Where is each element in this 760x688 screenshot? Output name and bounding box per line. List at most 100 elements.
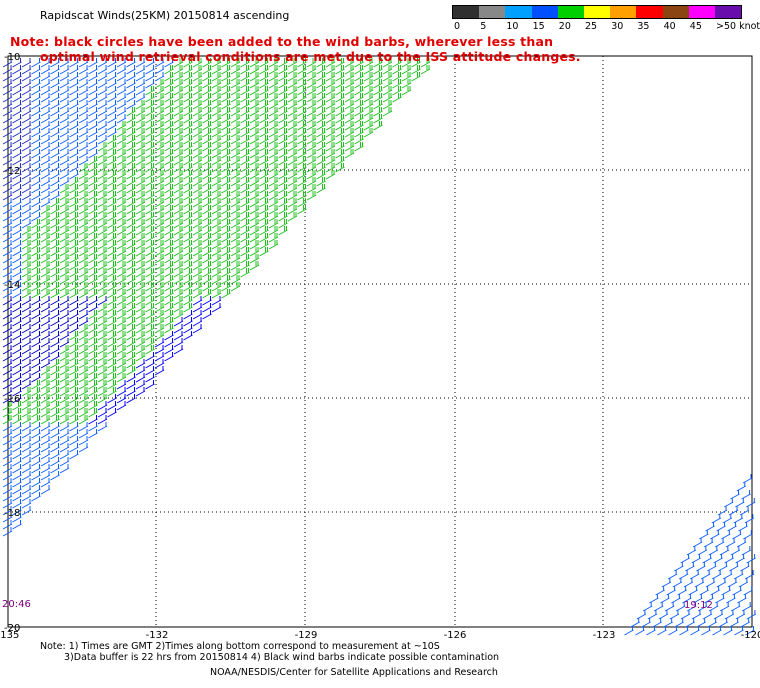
wind-barb <box>21 387 32 397</box>
wind-barb <box>240 254 250 264</box>
wind-barb <box>211 72 222 82</box>
wind-barb <box>40 275 51 285</box>
wind-barb <box>145 359 155 369</box>
wind-barb <box>31 310 41 320</box>
wind-barb <box>135 93 146 103</box>
wind-barb <box>740 562 750 572</box>
wind-barb <box>230 163 241 173</box>
wind-barb <box>59 79 70 89</box>
wind-barb <box>667 570 678 580</box>
wind-barb <box>230 212 241 222</box>
wind-barb <box>126 121 136 131</box>
wind-barb <box>647 610 658 620</box>
wind-barb <box>31 352 41 362</box>
wind-barb <box>59 408 70 418</box>
wind-barb <box>154 366 165 376</box>
wind-barb <box>661 578 672 588</box>
wind-barb <box>78 72 89 82</box>
wind-barb <box>154 107 165 117</box>
wind-barb <box>21 247 32 257</box>
wind-barb <box>107 394 117 404</box>
wind-barb <box>173 233 184 243</box>
wind-barb <box>88 100 98 110</box>
wind-barb <box>278 79 288 89</box>
wind-barb <box>40 303 51 313</box>
wind-barb <box>88 58 98 68</box>
wind-barb <box>40 310 51 320</box>
wind-barb <box>40 359 51 369</box>
wind-barb <box>40 135 51 145</box>
wind-barb <box>722 570 733 580</box>
wind-barb <box>335 79 345 89</box>
wind-barb <box>21 429 32 439</box>
wind-barb <box>211 191 222 201</box>
wind-barb <box>31 268 41 278</box>
wind-barb <box>50 114 60 124</box>
wind-barb <box>249 58 260 68</box>
wind-barb <box>88 135 98 145</box>
wind-barb <box>306 191 317 201</box>
wind-barb <box>126 184 136 194</box>
wind-barb <box>40 184 51 194</box>
wind-barb <box>145 170 155 180</box>
wind-barb <box>173 121 184 131</box>
legend-swatch <box>636 6 663 18</box>
wind-barb <box>164 275 174 285</box>
wind-barb <box>116 121 127 131</box>
wind-barb <box>316 135 326 145</box>
wind-barb <box>145 72 155 82</box>
wind-barb <box>31 450 41 460</box>
wind-barb <box>259 93 269 103</box>
wind-barb <box>344 93 355 103</box>
wind-barb <box>154 205 165 215</box>
wind-barb <box>40 296 51 306</box>
wind-barb <box>78 254 89 264</box>
wind-barb <box>624 626 634 636</box>
wind-barb <box>97 205 108 215</box>
wind-barb <box>31 324 41 334</box>
wind-barb <box>59 352 70 362</box>
wind-barb <box>2 359 13 369</box>
wind-barb <box>325 86 336 96</box>
wind-barb <box>21 317 32 327</box>
wind-barb <box>31 114 41 124</box>
wind-barb <box>21 135 32 145</box>
wind-barb <box>691 554 701 564</box>
wind-barb <box>382 107 393 117</box>
wind-barb <box>183 261 193 271</box>
wind-barb <box>40 324 51 334</box>
wind-barb <box>69 254 79 264</box>
wind-barb <box>154 352 165 362</box>
wind-barb <box>211 58 222 68</box>
wind-barb <box>2 205 13 215</box>
wind-barb <box>78 135 89 145</box>
wind-barb <box>50 191 60 201</box>
wind-barb <box>354 65 364 75</box>
wind-barb <box>221 233 231 243</box>
wind-barb <box>240 184 250 194</box>
wind-barb <box>21 58 32 68</box>
wind-barb <box>2 296 13 306</box>
wind-barb <box>705 578 716 588</box>
wind-barb <box>69 79 79 89</box>
wind-barb <box>287 93 298 103</box>
wind-barb <box>59 457 70 467</box>
wind-barb <box>173 58 184 68</box>
wind-barb <box>97 198 108 208</box>
wind-barb <box>59 198 70 208</box>
wind-barb <box>154 219 165 229</box>
wind-barb <box>69 338 79 348</box>
wind-barb <box>107 275 117 285</box>
wind-barb <box>21 79 32 89</box>
wind-barb <box>40 380 51 390</box>
wind-barb <box>126 205 136 215</box>
wind-barb <box>297 65 307 75</box>
wind-barb <box>154 177 165 187</box>
wind-barb <box>126 198 136 208</box>
wind-barb <box>40 373 51 383</box>
wind-barb <box>154 261 165 271</box>
wind-barb <box>12 156 22 166</box>
wind-barb <box>50 184 60 194</box>
wind-barb <box>192 296 203 306</box>
wind-barb <box>249 219 260 229</box>
